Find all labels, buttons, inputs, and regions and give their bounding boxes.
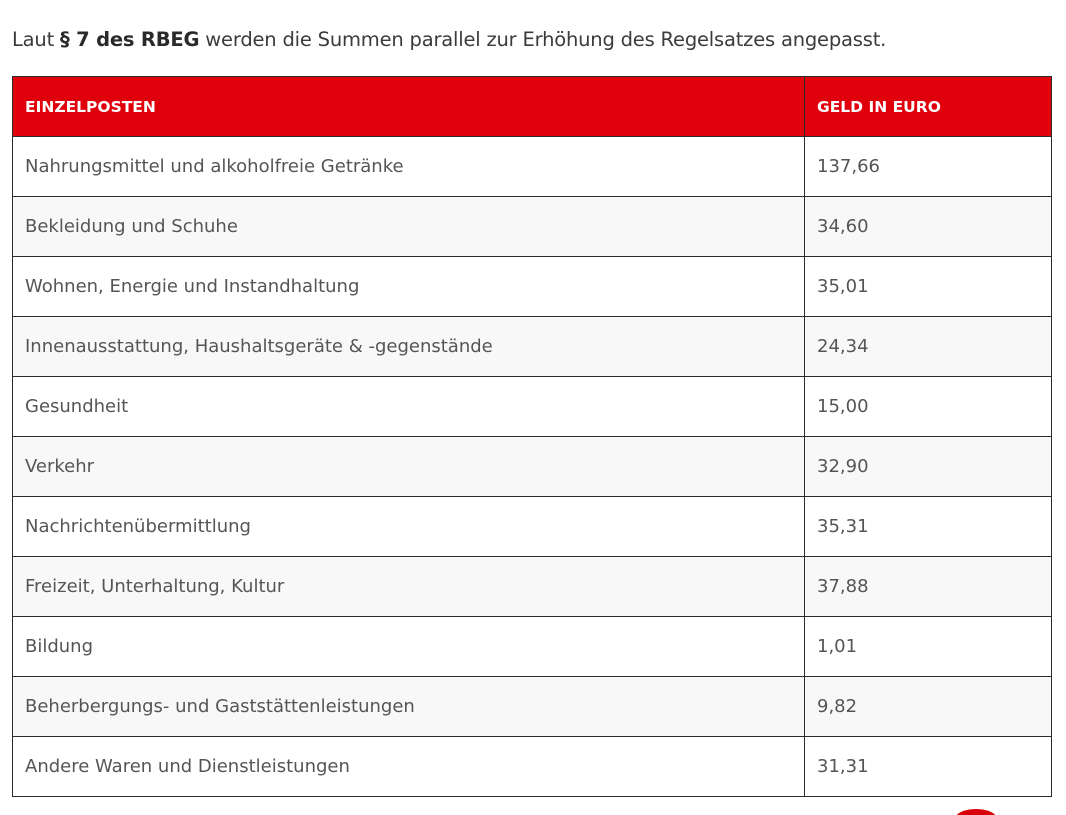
row-item: Nahrungsmittel und alkoholfreie Getränke xyxy=(12,136,805,197)
row-item: Bekleidung und Schuhe xyxy=(12,196,805,257)
row-amount: 31,31 xyxy=(804,736,1052,797)
row-amount: 37,88 xyxy=(804,556,1052,617)
row-amount: 34,60 xyxy=(804,196,1052,257)
budget-table: EINZELPOSTEN GELD IN EURO Nahrungsmittel… xyxy=(12,76,1052,797)
table-row: Bildung 1,01 xyxy=(12,616,1052,677)
row-item: Wohnen, Energie und Instandhaltung xyxy=(12,256,805,317)
row-item: Beherbergungs- und Gaststättenleistungen xyxy=(12,676,805,737)
row-item: Gesundheit xyxy=(12,376,805,437)
table-row: Nahrungsmittel und alkoholfreie Getränke… xyxy=(12,136,1052,197)
row-amount: 35,01 xyxy=(804,256,1052,317)
intro-prefix: Laut xyxy=(12,27,61,51)
table-row: Gesundheit 15,00 xyxy=(12,376,1052,437)
row-item: Freizeit, Unterhaltung, Kultur xyxy=(12,556,805,617)
header-item: EINZELPOSTEN xyxy=(12,76,805,137)
row-amount: 1,01 xyxy=(804,616,1052,677)
intro-suffix: werden die Summen parallel zur Erhöhung … xyxy=(199,27,887,51)
row-amount: 35,31 xyxy=(804,496,1052,557)
intro-paragraph: Laut § 7 des RBEG werden die Summen para… xyxy=(12,28,886,51)
table-row: Nachrichtenübermittlung 35,31 xyxy=(12,496,1052,557)
row-amount: 15,00 xyxy=(804,376,1052,437)
table-body: Nahrungsmittel und alkoholfreie Getränke… xyxy=(12,136,1052,797)
table-row: Wohnen, Energie und Instandhaltung 35,01 xyxy=(12,256,1052,317)
row-item: Bildung xyxy=(12,616,805,677)
row-amount: 32,90 xyxy=(804,436,1052,497)
table-row: Innenausstattung, Haushaltsgeräte & -geg… xyxy=(12,316,1052,377)
row-item: Nachrichtenübermittlung xyxy=(12,496,805,557)
row-item: Verkehr xyxy=(12,436,805,497)
table-row: Bekleidung und Schuhe 34,60 xyxy=(12,196,1052,257)
table-row: Verkehr 32,90 xyxy=(12,436,1052,497)
floating-button-edge[interactable] xyxy=(955,809,997,815)
table-header-row: EINZELPOSTEN GELD IN EURO xyxy=(12,76,1052,137)
row-amount: 24,34 xyxy=(804,316,1052,377)
table-row: Andere Waren und Dienstleistungen 31,31 xyxy=(12,736,1052,797)
table-row: Beherbergungs- und Gaststättenleistungen… xyxy=(12,676,1052,737)
header-amount: GELD IN EURO xyxy=(804,76,1052,137)
row-amount: 137,66 xyxy=(804,136,1052,197)
law-reference: § 7 des RBEG xyxy=(60,27,200,51)
row-item: Andere Waren und Dienstleistungen xyxy=(12,736,805,797)
row-amount: 9,82 xyxy=(804,676,1052,737)
table-row: Freizeit, Unterhaltung, Kultur 37,88 xyxy=(12,556,1052,617)
row-item: Innenausstattung, Haushaltsgeräte & -geg… xyxy=(12,316,805,377)
